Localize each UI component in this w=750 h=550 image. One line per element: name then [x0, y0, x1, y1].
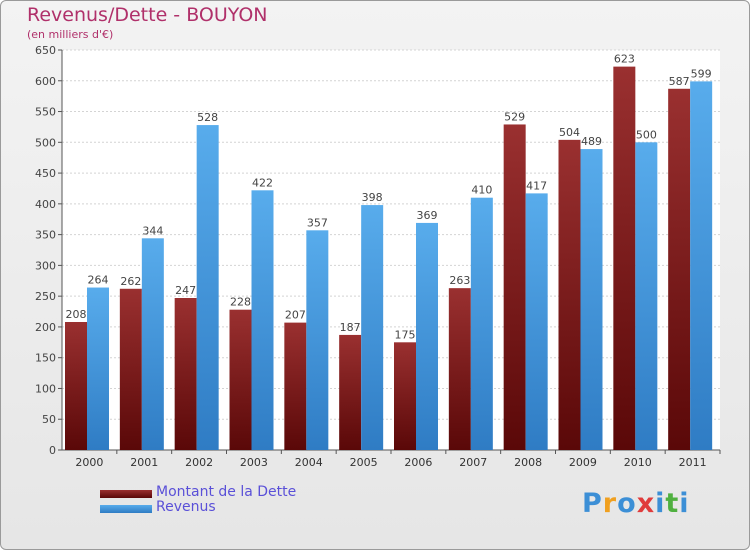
x-tick-label: 2000 — [75, 456, 103, 469]
logo-letter: o — [617, 488, 637, 519]
bar-dette-2010 — [613, 66, 636, 450]
data-label-dette-2002: 247 — [175, 284, 196, 297]
data-label-revenus-2001: 344 — [142, 224, 163, 237]
y-tick-label: 300 — [35, 259, 56, 272]
bar-dette-2011 — [668, 88, 691, 451]
bar-dette-2001 — [119, 288, 142, 450]
chart-title: Revenus/Dette - BOUYON — [27, 4, 268, 26]
data-label-revenus-2011: 599 — [691, 67, 712, 80]
y-tick-label: 450 — [35, 167, 56, 180]
x-tick-label: 2002 — [185, 456, 213, 469]
bar-dette-2008 — [503, 124, 526, 450]
y-tick-label: 550 — [35, 106, 56, 119]
bar-revenus-2005 — [361, 205, 384, 450]
bar-dette-2009 — [558, 139, 581, 450]
data-label-dette-2011: 587 — [669, 75, 690, 88]
bar-dette-2003 — [229, 309, 252, 450]
proxiti-logo: Proxiti — [582, 488, 690, 519]
bar-revenus-2001 — [141, 238, 164, 450]
legend-swatch-revenus — [100, 505, 152, 513]
legend-label-revenus: Revenus — [156, 499, 216, 515]
data-label-revenus-2003: 422 — [252, 176, 273, 189]
data-label-dette-2009: 504 — [559, 126, 580, 139]
data-label-revenus-2002: 528 — [197, 111, 218, 124]
data-label-revenus-2009: 489 — [581, 135, 602, 148]
data-label-dette-2003: 228 — [230, 296, 251, 309]
logo-letter: x — [636, 488, 656, 519]
bar-revenus-2010 — [635, 142, 658, 451]
data-label-revenus-2010: 500 — [636, 128, 657, 141]
chart-subtitle: (en milliers d'€) — [27, 28, 114, 41]
y-tick-label: 150 — [35, 352, 56, 365]
bar-revenus-2009 — [580, 149, 603, 451]
x-tick-label: 2004 — [295, 456, 323, 469]
x-tick-label: 2005 — [350, 456, 378, 469]
bar-revenus-2004 — [306, 230, 329, 450]
y-tick-label: 350 — [35, 229, 56, 242]
data-label-dette-2005: 187 — [340, 321, 361, 334]
bar-revenus-2002 — [196, 125, 219, 451]
y-tick-label: 600 — [35, 75, 56, 88]
x-tick-label: 2009 — [569, 456, 597, 469]
data-label-dette-2010: 623 — [614, 53, 635, 66]
bar-revenus-2007 — [470, 197, 493, 450]
data-label-revenus-2006: 369 — [417, 209, 438, 222]
legend-label-dette: Montant de la Dette — [156, 484, 297, 500]
x-tick-label: 2010 — [624, 456, 652, 469]
bar-dette-2006 — [394, 342, 416, 450]
x-tick-label: 2011 — [679, 456, 707, 469]
y-tick-label: 400 — [35, 198, 56, 211]
data-label-dette-2007: 263 — [449, 274, 470, 287]
bar-dette-2005 — [339, 334, 362, 450]
logo-letter: P — [582, 488, 603, 519]
x-tick-label: 2008 — [514, 456, 542, 469]
data-label-revenus-2005: 398 — [362, 191, 383, 204]
bar-revenus-2008 — [525, 193, 548, 450]
y-tick-label: 0 — [49, 444, 56, 457]
data-label-dette-2000: 208 — [66, 308, 87, 321]
y-tick-label: 200 — [35, 321, 56, 334]
y-tick-label: 650 — [35, 44, 56, 57]
bar-dette-2007 — [448, 288, 471, 450]
bar-revenus-2003 — [251, 190, 274, 451]
plot-area — [62, 50, 720, 450]
x-tick-label: 2003 — [240, 456, 268, 469]
logo-letter: r — [602, 488, 618, 519]
data-label-revenus-2007: 410 — [471, 184, 492, 197]
x-tick-label: 2001 — [130, 456, 158, 469]
y-tick-label: 250 — [35, 290, 56, 303]
x-tick-label: 2006 — [404, 456, 432, 469]
x-tick-label: 2007 — [459, 456, 487, 469]
y-tick-label: 50 — [42, 413, 56, 426]
logo-letter: i — [655, 488, 666, 519]
bar-dette-2002 — [174, 298, 197, 450]
data-label-dette-2001: 262 — [120, 275, 141, 288]
bar-revenus-2000 — [87, 287, 109, 450]
data-label-dette-2004: 207 — [285, 309, 306, 322]
data-label-revenus-2004: 357 — [307, 216, 328, 229]
data-label-dette-2006: 175 — [395, 328, 416, 341]
bar-dette-2000 — [65, 322, 87, 450]
bar-revenus-2011 — [690, 81, 713, 450]
y-tick-label: 500 — [35, 136, 56, 149]
logo-letter: t — [665, 488, 680, 519]
legend-swatch-dette — [100, 490, 152, 498]
data-label-revenus-2000: 264 — [88, 274, 109, 287]
y-tick-label: 100 — [35, 382, 56, 395]
bar-revenus-2006 — [416, 222, 438, 450]
logo-letter: i — [679, 488, 690, 519]
data-label-revenus-2008: 417 — [526, 179, 547, 192]
bar-dette-2004 — [284, 322, 307, 450]
data-label-dette-2008: 529 — [504, 110, 525, 123]
